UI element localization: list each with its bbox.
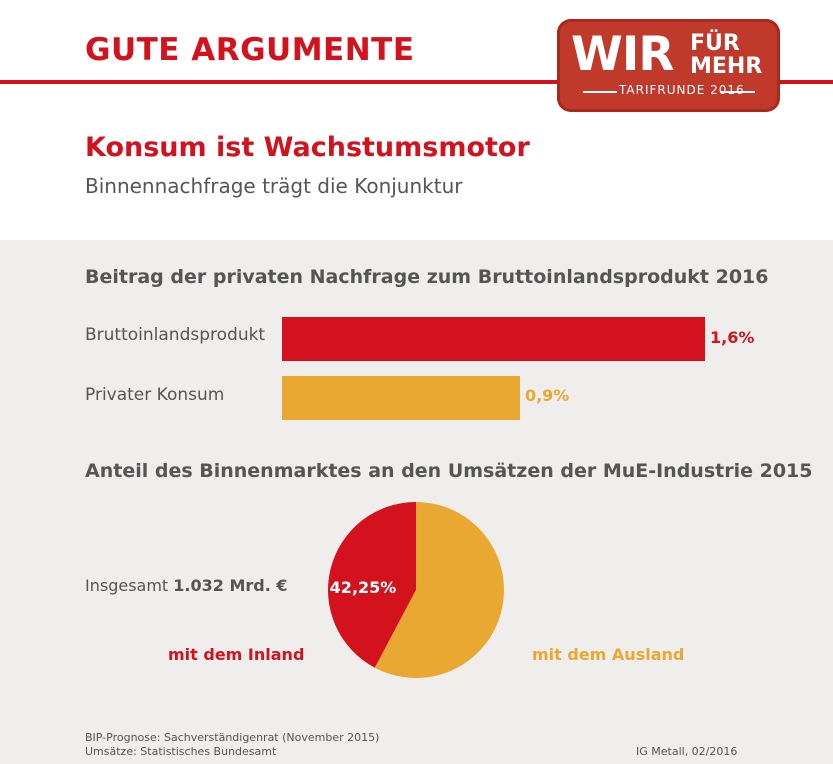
pie-slice-inland xyxy=(328,502,416,668)
logo-line-right xyxy=(721,91,755,93)
bar-label-konsum: Privater Konsum xyxy=(85,385,225,405)
source-bip: BIP-Prognose: Sachverständigenrat (Novem… xyxy=(85,731,380,744)
header-title: GUTE ARGUMENTE xyxy=(85,32,415,68)
pie-slice-ausland xyxy=(374,502,505,678)
pie-total-value: 1.032 Mrd. € xyxy=(173,576,288,595)
bar-bip xyxy=(282,317,705,361)
pie-total-prefix: Insgesamt xyxy=(85,576,174,595)
bar-value-konsum: 0,9% xyxy=(524,386,570,405)
pie-label-ausland: mit dem Ausland xyxy=(532,645,685,664)
logo-mehr: MEHR xyxy=(690,54,763,79)
logo-subline: TARIFRUNDE 2016 xyxy=(619,83,745,97)
bar-chart-title: Beitrag der privaten Nachfrage zum Brutt… xyxy=(85,266,769,288)
bar-konsum xyxy=(282,376,520,420)
credit: IG Metall, 02/2016 xyxy=(636,745,738,758)
page-subtitle: Binnennachfrage trägt die Konjunktur xyxy=(85,174,463,198)
logo-fur: FÜR xyxy=(690,31,740,56)
pie-total: Insgesamt 1.032 Mrd. € xyxy=(85,576,288,595)
page-title: Konsum ist Wachstumsmotor xyxy=(85,132,530,163)
bar-value-bip: 1,6% xyxy=(710,328,755,347)
header-rule xyxy=(0,80,833,84)
pie-label-inland: mit dem Inland xyxy=(168,645,305,664)
source-umsaetze: Umsätze: Statistisches Bundesamt xyxy=(85,745,277,758)
logo-line-left xyxy=(583,91,617,93)
bar-label-bip: Bruttoinlandsprodukt xyxy=(85,325,266,345)
pie-chart-title: Anteil des Binnenmarktes an den Umsätzen… xyxy=(85,460,813,482)
logo-wir: WIR xyxy=(571,27,675,82)
campaign-logo: WIR FÜR MEHR TARIFRUNDE 2016 xyxy=(557,19,780,112)
pie-slice-label: 42,25% xyxy=(330,578,397,597)
